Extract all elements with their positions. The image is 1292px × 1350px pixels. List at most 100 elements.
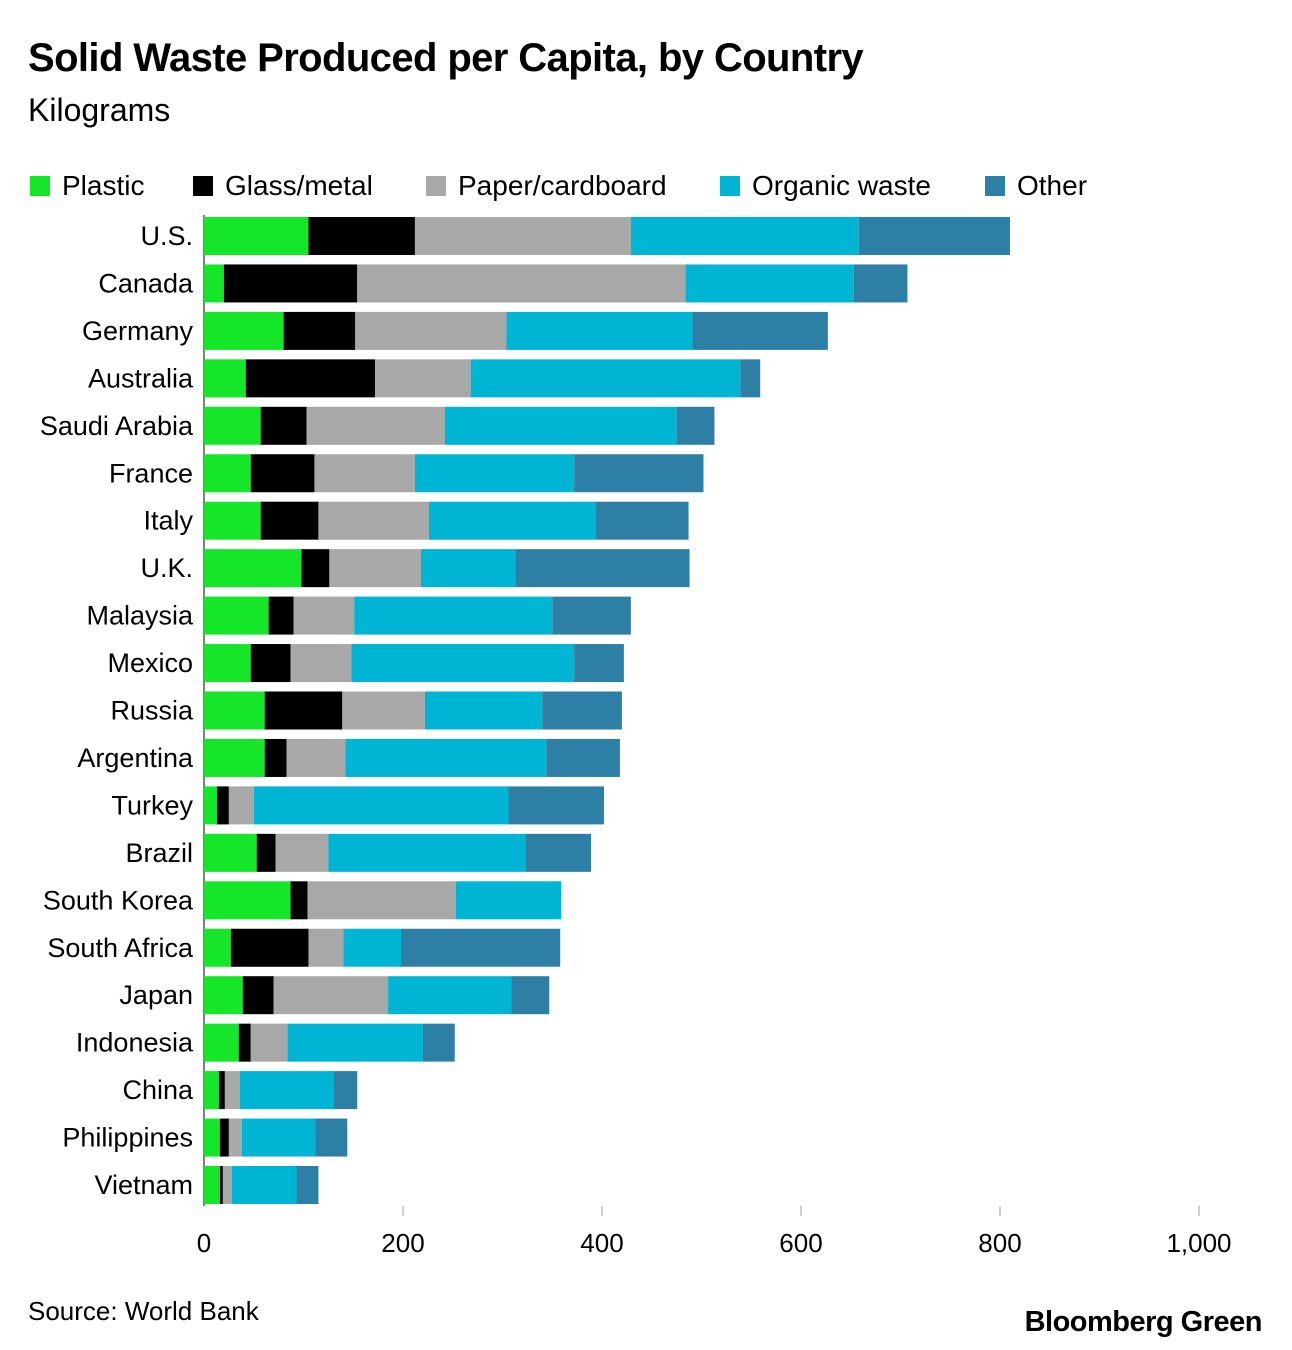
x-tick-label-0: 0 (197, 1228, 211, 1258)
bar-segment-vietnam-plastic (204, 1166, 220, 1204)
x-tick-label-600: 600 (779, 1228, 822, 1258)
bar-row-canada (204, 264, 908, 303)
bar-segment-vietnam-organic-waste (231, 1166, 297, 1204)
bar-segment-france-other (574, 454, 704, 493)
bar-row-mexico (204, 644, 624, 683)
bar-segment-canada-glass-metal (223, 264, 358, 303)
category-labels: U.S. Canada Germany Australia Saudi Arabia Fr… (40, 221, 194, 1200)
bar-segment-brazil-plastic (204, 833, 257, 872)
bar-row-philippines (204, 1118, 348, 1157)
category-label-indonesia: Indonesia (76, 1028, 194, 1058)
bar-segment-philippines-paper-cardboard (228, 1118, 242, 1157)
bar-segment-canada-organic-waste (685, 264, 854, 303)
bar-row-germany (204, 311, 828, 350)
bar-segment-malaysia-plastic (204, 596, 269, 635)
bar-segment-italy-other (596, 501, 689, 540)
x-tick-label-400: 400 (580, 1228, 623, 1258)
bar-segment-mexico-other (574, 644, 624, 683)
bar-row-u-s (204, 217, 1010, 255)
legend-label-organic-waste: Organic waste (752, 170, 931, 201)
bar-segment-canada-paper-cardboard (357, 264, 686, 303)
legend-swatch-plastic (30, 176, 50, 196)
bar-segment-south-korea-organic-waste (455, 881, 562, 920)
legend-label-plastic: Plastic (62, 170, 145, 201)
bar-segment-indonesia-plastic (204, 1023, 239, 1062)
category-label-japan: Japan (119, 980, 193, 1010)
bar-segment-germany-glass-metal (283, 311, 356, 350)
bar-segment-mexico-glass-metal (250, 644, 291, 683)
bar-segment-u-s-paper-cardboard (414, 217, 631, 255)
bar-segment-indonesia-glass-metal (238, 1023, 251, 1062)
bar-row-turkey (204, 786, 604, 825)
bar-row-france (204, 454, 704, 493)
bar-segment-france-glass-metal (250, 454, 315, 493)
bar-segment-france-paper-cardboard (314, 454, 415, 493)
bar-segment-russia-organic-waste (424, 691, 543, 730)
bar-segment-vietnam-glass-metal (219, 1166, 223, 1204)
category-label-france: France (109, 458, 193, 488)
category-label-saudi-arabia: Saudi Arabia (40, 411, 194, 441)
bars (204, 217, 1010, 1204)
brand-logo: Bloomberg Green (1024, 1306, 1263, 1338)
bar-segment-brazil-paper-cardboard (275, 833, 329, 872)
bar-segment-japan-organic-waste (388, 976, 512, 1015)
bar-segment-australia-paper-cardboard (375, 359, 471, 398)
bar-segment-south-africa-paper-cardboard (308, 928, 344, 967)
bar-segment-australia-plastic (204, 359, 246, 398)
bar-segment-malaysia-paper-cardboard (293, 596, 355, 635)
legend-swatch-paper-cardboard (426, 176, 446, 196)
category-label-u-k: U.K. (140, 553, 193, 583)
x-tick-label-200: 200 (381, 1228, 424, 1258)
bar-segment-argentina-organic-waste (345, 738, 547, 777)
bar-segment-germany-other (692, 311, 828, 350)
bar-segment-u-k-plastic (204, 549, 302, 588)
bar-segment-philippines-organic-waste (241, 1118, 316, 1157)
bar-segment-italy-glass-metal (260, 501, 319, 540)
bar-segment-germany-plastic (204, 311, 284, 350)
bar-segment-mexico-paper-cardboard (290, 644, 352, 683)
bar-segment-malaysia-glass-metal (268, 596, 294, 635)
bar-segment-china-other (333, 1071, 358, 1110)
category-label-italy: Italy (143, 506, 193, 536)
bar-segment-russia-glass-metal (264, 691, 343, 730)
category-label-south-africa: South Africa (47, 933, 194, 963)
bar-segment-russia-other (542, 691, 622, 730)
category-label-australia: Australia (88, 363, 194, 393)
bar-segment-argentina-glass-metal (264, 738, 287, 777)
bar-segment-brazil-other (525, 833, 592, 872)
x-axis: 0 200 400 600 800 1,000 (197, 1228, 1232, 1258)
bar-row-japan (204, 976, 550, 1015)
bar-row-south-korea (204, 881, 562, 920)
bar-segment-philippines-other (315, 1118, 348, 1157)
bar-row-brazil (204, 833, 592, 872)
bar-row-malaysia (204, 596, 631, 635)
bar-segment-south-korea-glass-metal (290, 881, 308, 920)
bar-row-saudi-arabia (204, 406, 715, 445)
bar-segment-saudi-arabia-glass-metal (260, 406, 307, 445)
legend-item-glass-metal: Glass/metal (193, 170, 373, 202)
category-label-brazil: Brazil (125, 838, 193, 868)
category-label-malaysia: Malaysia (86, 601, 194, 631)
bar-segment-u-k-glass-metal (301, 549, 330, 588)
legend: Plastic Glass/metal Paper/cardboard Organic… (30, 170, 1270, 202)
bar-segment-indonesia-other (422, 1023, 455, 1062)
bar-segment-south-africa-glass-metal (230, 928, 309, 967)
chart-title: Solid Waste Produced per Capita, by Coun… (28, 36, 864, 80)
bar-row-russia (204, 691, 622, 730)
bar-segment-argentina-plastic (204, 738, 265, 777)
legend-item-plastic: Plastic (30, 170, 144, 202)
bar-segment-turkey-paper-cardboard (228, 786, 254, 825)
bar-segment-argentina-other (546, 738, 620, 777)
x-tick-label-800: 800 (978, 1228, 1021, 1258)
bar-segment-u-k-organic-waste (420, 549, 516, 588)
bar-segment-vietnam-other (296, 1166, 319, 1204)
bar-segment-saudi-arabia-organic-waste (444, 406, 677, 445)
bar-segment-malaysia-other (552, 596, 631, 635)
bar-segment-australia-other (740, 359, 761, 398)
bar-segment-indonesia-paper-cardboard (250, 1023, 288, 1062)
bar-segment-south-africa-organic-waste (343, 928, 402, 967)
bar-segment-philippines-plastic (204, 1118, 220, 1157)
bar-segment-saudi-arabia-paper-cardboard (306, 406, 445, 445)
bar-segment-turkey-organic-waste (253, 786, 509, 825)
